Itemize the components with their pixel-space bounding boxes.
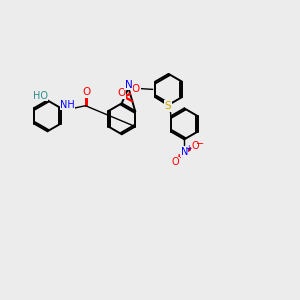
Text: O: O (192, 141, 200, 152)
Text: N: N (181, 147, 188, 157)
Text: ·: · (176, 148, 181, 163)
Text: +: + (185, 144, 191, 153)
Text: NH: NH (60, 100, 75, 110)
Text: HO: HO (32, 91, 47, 101)
Text: O: O (118, 88, 126, 98)
Text: O: O (132, 83, 140, 94)
Text: N: N (124, 80, 132, 90)
Text: O: O (82, 87, 91, 97)
Text: −: − (196, 140, 204, 149)
Text: O: O (172, 157, 179, 167)
Text: S: S (165, 101, 171, 111)
